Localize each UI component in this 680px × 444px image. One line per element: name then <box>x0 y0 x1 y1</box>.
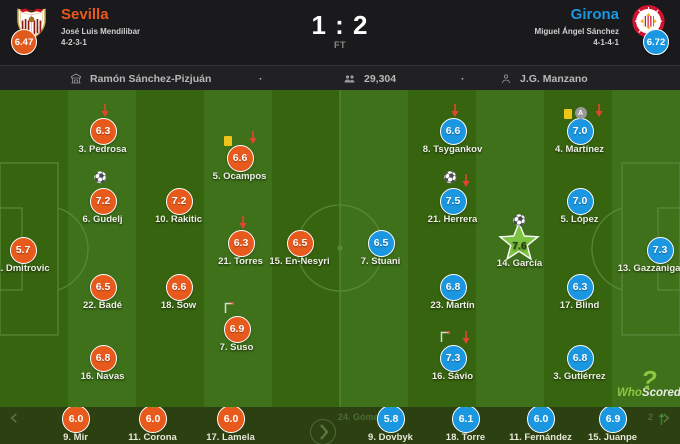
svg-text:?: ? <box>641 370 657 395</box>
